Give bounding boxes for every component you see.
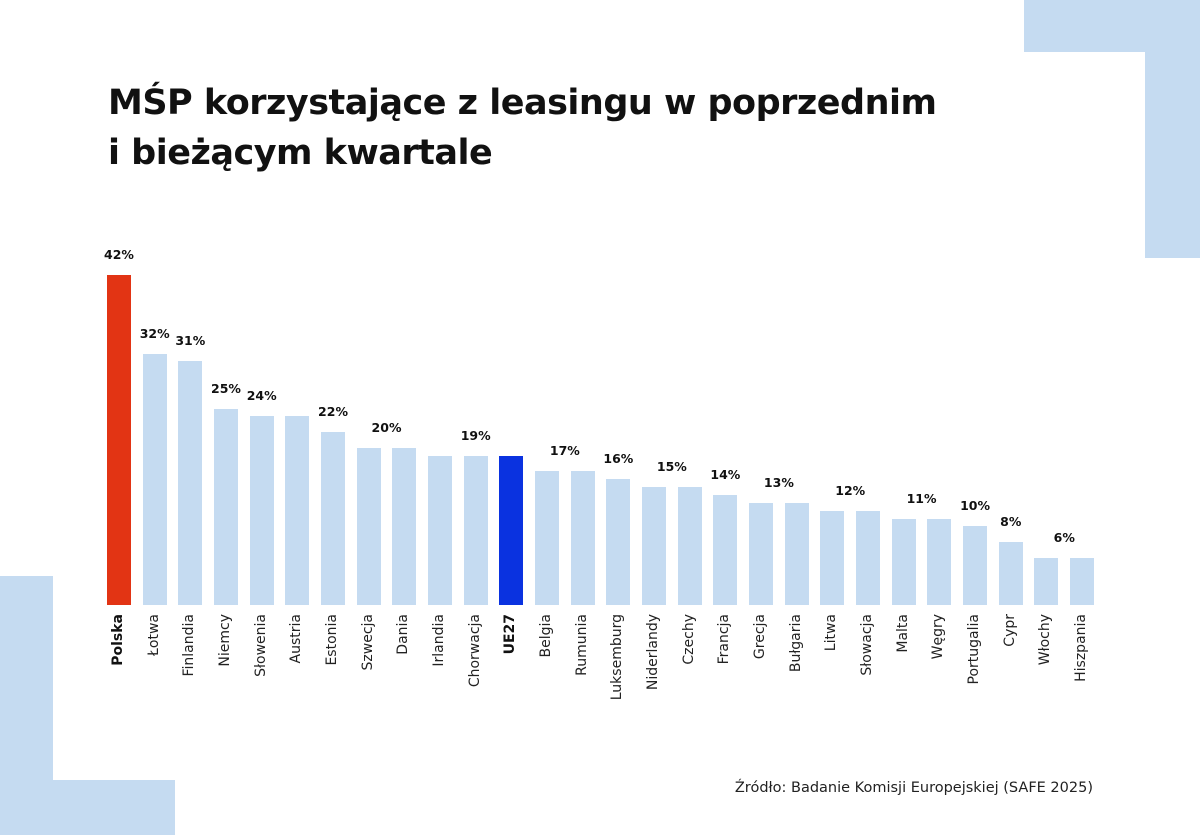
chart-title-line-1: MŚP korzystające z leasingu w poprzednim [108, 83, 937, 123]
bar-portugalia [963, 526, 988, 605]
bar-luksemburg [606, 479, 631, 605]
value-label: 12% [835, 482, 866, 498]
value-label: 13% [763, 474, 794, 490]
bar-niemcy [214, 408, 238, 605]
value-label: 8% [1000, 514, 1022, 530]
bar-węgry [927, 518, 952, 605]
category-label: Słowacja [859, 614, 876, 676]
value-label: 22% [318, 404, 348, 420]
bar-włochy [1034, 557, 1059, 605]
category-label: Hiszpania [1073, 614, 1090, 682]
category-label: Portugalia [966, 614, 983, 685]
value-label: 6% [1053, 529, 1075, 545]
decor-bottom-left-horizontal [0, 780, 175, 835]
bar-łotwa [142, 353, 167, 605]
bar-estonia [321, 432, 346, 605]
category-label: Francja [716, 614, 733, 665]
category-label: Rumunia [573, 614, 590, 676]
category-label: Luksemburg [609, 614, 626, 701]
value-label: 25% [211, 380, 241, 396]
category-label: Węgry [930, 614, 947, 660]
chart-title-line-2: i bieżącym kwartale [108, 133, 493, 173]
bar-francja [713, 495, 738, 605]
category-label: Chorwacja [466, 614, 483, 688]
bar-malta [891, 518, 916, 605]
category-label: UE27 [502, 614, 519, 655]
category-label: Słowenia [252, 614, 269, 677]
bar-słowacja [856, 510, 881, 605]
category-label: Austria [288, 614, 305, 664]
category-label: Estonia [324, 614, 341, 666]
bar-bułgaria [784, 502, 809, 605]
category-label: Niemcy [217, 614, 233, 667]
category-label: Włochy [1037, 614, 1054, 666]
category-label: Cypr [1001, 614, 1018, 647]
category-label: Irlandia [431, 614, 448, 667]
value-label: 20% [371, 419, 402, 435]
bar-grecja [749, 502, 774, 605]
category-label: Finlandia [181, 614, 198, 677]
bar-chorwacja [463, 455, 488, 605]
category-label: Belgia [538, 614, 555, 658]
bar-austria [285, 416, 310, 605]
value-label: 14% [710, 467, 741, 482]
bar-litwa [820, 510, 845, 605]
bar-czechy [677, 487, 702, 605]
bar-szwecja [356, 447, 381, 605]
value-label: 32% [139, 325, 170, 341]
value-label: 42% [104, 247, 134, 262]
category-label: Polska [110, 614, 126, 666]
category-label: Grecja [752, 614, 769, 660]
category-label: Litwa [823, 614, 840, 652]
value-label: 31% [175, 333, 206, 349]
category-label: Niderlandy [645, 614, 662, 691]
value-label: 15% [656, 459, 687, 475]
category-label: Szwecja [359, 614, 376, 671]
bar-finlandia [178, 361, 203, 605]
bar-rumunia [570, 471, 595, 605]
category-label: Dania [395, 614, 412, 655]
bar-ue27 [499, 455, 524, 605]
bar-słowenia [249, 416, 274, 605]
bar-belgia [535, 471, 560, 605]
bar-irlandia [428, 455, 453, 605]
bar-niderlandy [642, 487, 667, 605]
category-label: Łotwa [145, 614, 162, 656]
value-label: 24% [246, 388, 277, 404]
bar-hiszpania [1070, 557, 1095, 605]
value-label: 10% [960, 498, 991, 514]
source-note: Źródło: Badanie Komisji Europejskiej (SA… [734, 780, 1093, 796]
category-label: Czechy [680, 614, 697, 665]
value-label: 16% [603, 451, 634, 467]
value-label: 19% [460, 427, 491, 443]
decor-top-right-vertical [1145, 0, 1200, 258]
bar-cypr [998, 542, 1023, 605]
category-label: Bułgaria [787, 614, 804, 673]
bar-polska [107, 275, 131, 605]
category-label: Malta [894, 614, 911, 653]
value-label: 17% [549, 443, 580, 459]
value-label: 11% [906, 490, 937, 506]
chart-title: MŚP korzystające z leasingu w poprzednim… [108, 78, 937, 178]
bar-dania [392, 447, 417, 605]
